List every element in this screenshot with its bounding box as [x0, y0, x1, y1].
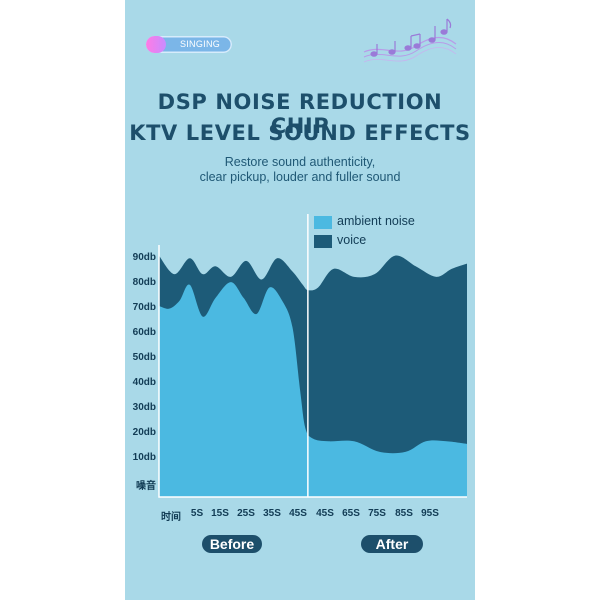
x-tick-label: 45S — [316, 508, 334, 519]
x-tick-label: 时间 — [161, 512, 181, 523]
y-tick-label: 40db — [132, 377, 156, 388]
y-tick-label: 70db — [132, 302, 156, 313]
badge-label: SINGING — [179, 39, 221, 49]
badge-knob — [146, 36, 166, 53]
y-tick-label: 30db — [132, 402, 156, 413]
chart-axes — [158, 245, 467, 498]
y-tick-label: 噪音 — [136, 481, 156, 492]
area-ambient-noise — [159, 282, 467, 497]
x-tick-label: 35S — [263, 508, 281, 519]
music-notes-icon — [363, 18, 457, 63]
y-tick-label: 10db — [132, 452, 156, 463]
legend-swatch-ambient-noise — [314, 216, 332, 229]
title-line-1: DSP NOISE REDUCTION CHIP — [157, 90, 443, 138]
x-tick-label: 45S — [289, 508, 307, 519]
x-tick-label: 85S — [395, 508, 413, 519]
after-label: After — [361, 535, 423, 553]
subtitle-line-2: clear pickup, louder and fuller sound — [199, 170, 401, 184]
singing-badge: SINGING — [146, 36, 232, 53]
y-tick-label: 60db — [132, 327, 156, 338]
x-tick-label: 65S — [342, 508, 360, 519]
x-tick-label: 75S — [368, 508, 386, 519]
legend-label-voice: voice — [337, 233, 367, 247]
legend-swatch-voice — [314, 235, 332, 248]
x-tick-label: 15S — [211, 508, 229, 519]
y-tick-label: 80db — [132, 277, 156, 288]
legend-label-ambient-noise: ambient noise — [337, 214, 415, 228]
title-line-2: KTV LEVEL SOUND EFFECTS — [129, 121, 471, 145]
before-label: Before — [202, 535, 262, 553]
x-tick-label: 5S — [190, 508, 204, 519]
y-tick-label: 20db — [132, 427, 156, 438]
x-tick-label: 95S — [421, 508, 439, 519]
x-tick-label: 25S — [237, 508, 255, 519]
y-tick-label: 90db — [132, 252, 156, 263]
y-tick-label: 50db — [132, 352, 156, 363]
subtitle-line-1: Restore sound authenticity, — [224, 155, 376, 169]
